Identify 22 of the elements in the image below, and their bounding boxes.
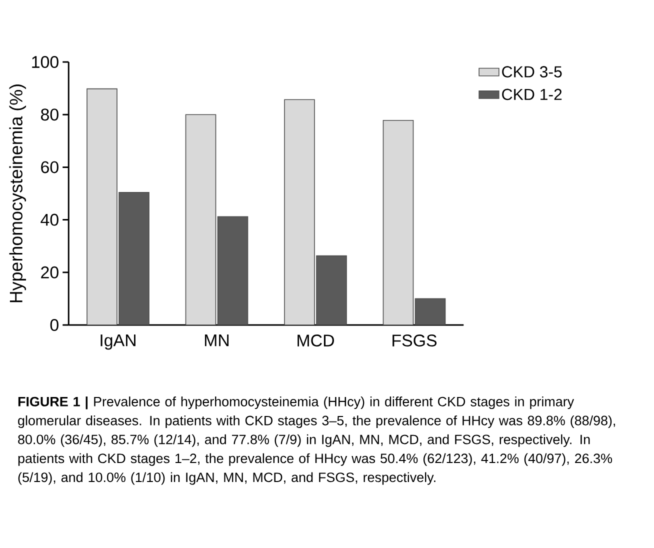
x-tick-label: IgAN [100,334,136,350]
bar [86,88,118,325]
bar [414,298,446,325]
y-tick-label: 80 [41,108,58,121]
bar [316,255,347,325]
y-axis-title: Hyperhomocysteinemia (%) [9,84,26,302]
bar [118,192,150,325]
x-tick-label: MCD [298,334,334,347]
legend-label: CKD 3-5 [502,66,562,78]
bar [185,114,216,325]
x-tick-label: FSGS [392,334,437,347]
bar [217,216,248,325]
text: FIGURE 1 | Prevalence of hyperhomocysteinemia (HHcy) in different CKD stages in primary glomerular diseases. In patients with CKD stages 3–5, the prevalence of HHcy was 89.8% (88/98), 80.0% (36/45), 85.7% (12/14), and 77.8% (7/9) in IgAN, MN, MCD, and FSGS, respectively. In patients with CKD stages 1–2, the prevalence of HHcy was 50.4% (62/123), 41.2% (40/97), 26.3% (5/19), and 10.0% (1/10) in IgAN, MN, MCD, and FSGS, respectively. [18,396,616,485]
x-tick-label: MN [204,334,229,346]
bar [382,120,414,325]
y-tick-label: 100 [32,56,58,68]
y-tick-label: 20 [41,266,58,278]
bar [284,99,315,325]
y-tick-label: 0 [50,319,58,331]
legend-label: CKD 1-2 [502,88,562,100]
y-tick-label: 60 [41,161,58,174]
y-tick-label: 40 [40,214,58,226]
